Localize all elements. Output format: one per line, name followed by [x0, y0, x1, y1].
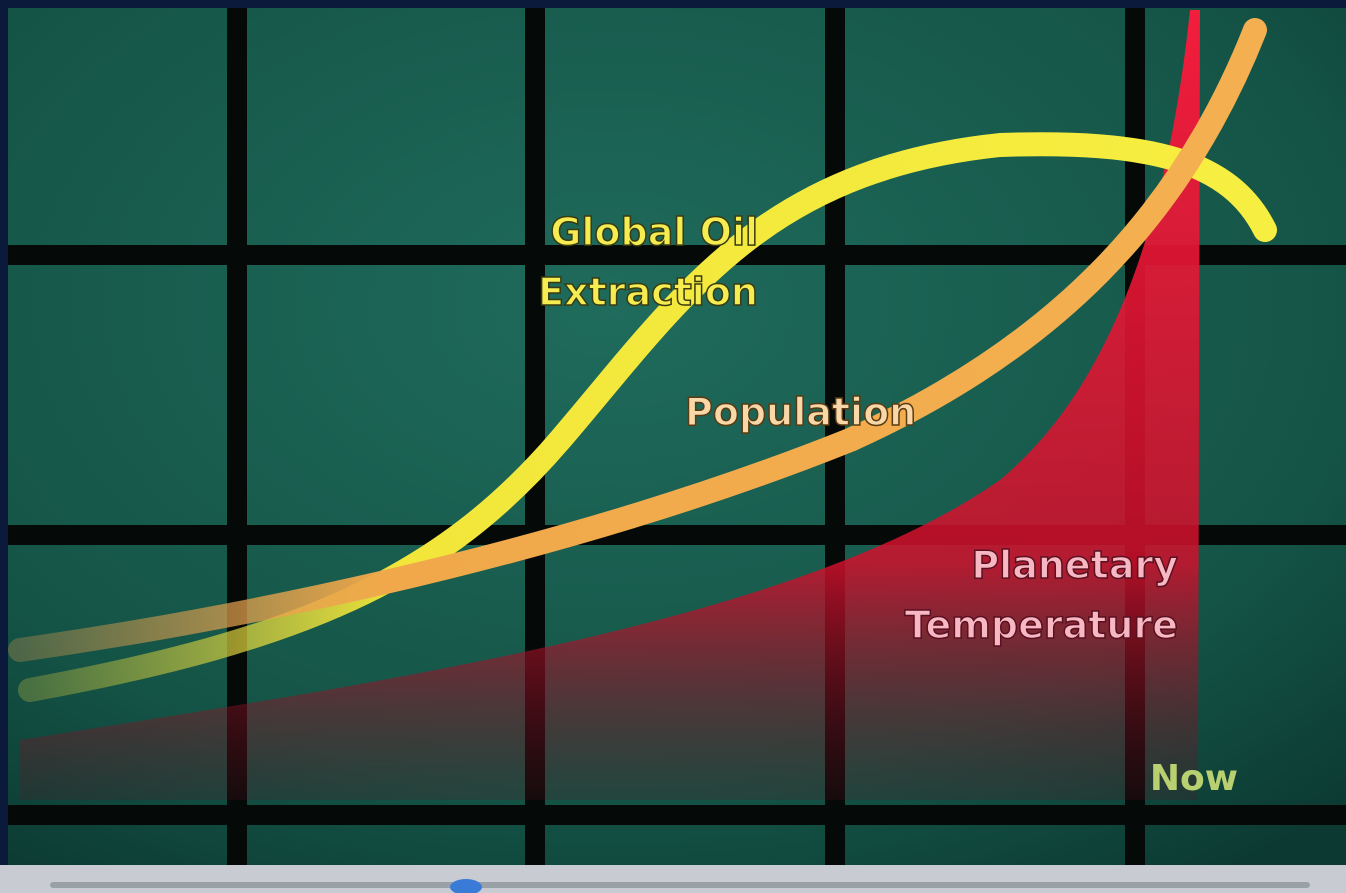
- player-bar: [0, 865, 1346, 893]
- seek-knob[interactable]: [450, 879, 482, 893]
- temperature-label: Planetary: [971, 543, 1178, 587]
- oil-label: Global Oil: [550, 210, 758, 254]
- population-label: Population: [685, 390, 916, 434]
- oil-curve: [18, 132, 1277, 702]
- now-label: Now: [1150, 758, 1238, 799]
- oil-label: Extraction: [538, 270, 758, 314]
- population-curve: [8, 18, 1267, 662]
- temperature-area: [20, 10, 1200, 800]
- seek-track: [50, 882, 1310, 888]
- temperature-label: Temperature: [905, 603, 1178, 647]
